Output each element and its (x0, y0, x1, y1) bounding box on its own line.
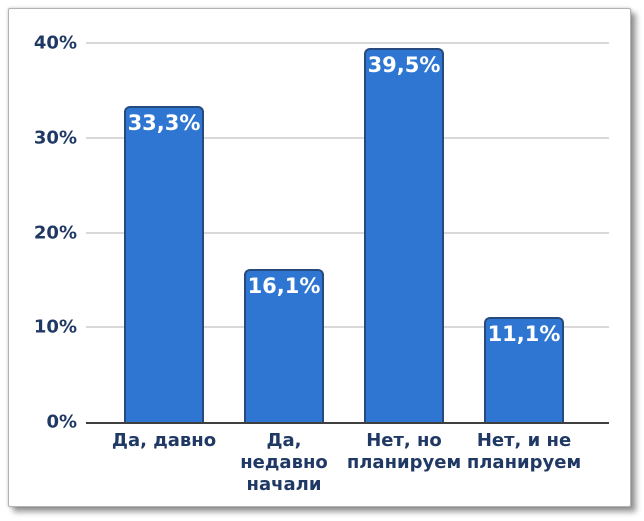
bar-value-label: 16,1% (247, 274, 321, 299)
bar-value-label: 39,5% (367, 52, 441, 77)
gridline (86, 326, 609, 329)
x-axis-category-label: Нет, но планируем (346, 430, 462, 473)
bar-value-label: 33,3% (127, 111, 201, 136)
chart-card: 0% 10% 20% 30% 40% 33,3% Да, давно 16,1% Да, нед… (8, 8, 631, 507)
y-axis-tick-label: 40% (33, 32, 77, 54)
bar: 39,5% (364, 47, 444, 422)
bar: 16,1% (244, 269, 324, 422)
plot-area: 0% 10% 20% 30% 40% 33,3% Да, давно 16,1% Да, нед… (34, 33, 609, 495)
x-axis-category-label: Нет, и не планируем (466, 430, 582, 473)
y-axis-tick-label: 30% (33, 127, 77, 149)
bar: 11,1% (484, 316, 564, 422)
y-axis-tick-label: 10% (33, 316, 77, 338)
gridline (86, 231, 609, 234)
x-axis-category-label: Да, давно (111, 430, 217, 451)
x-axis-category-label: Да, недавно начали (240, 430, 328, 495)
y-axis-tick-label: 0% (46, 411, 77, 433)
y-axis-tick-label: 20% (33, 222, 77, 243)
gridline (86, 42, 609, 44)
bar-value-label: 11,1% (487, 321, 561, 346)
gridline (86, 136, 609, 139)
bar: 33,3% (124, 106, 204, 422)
